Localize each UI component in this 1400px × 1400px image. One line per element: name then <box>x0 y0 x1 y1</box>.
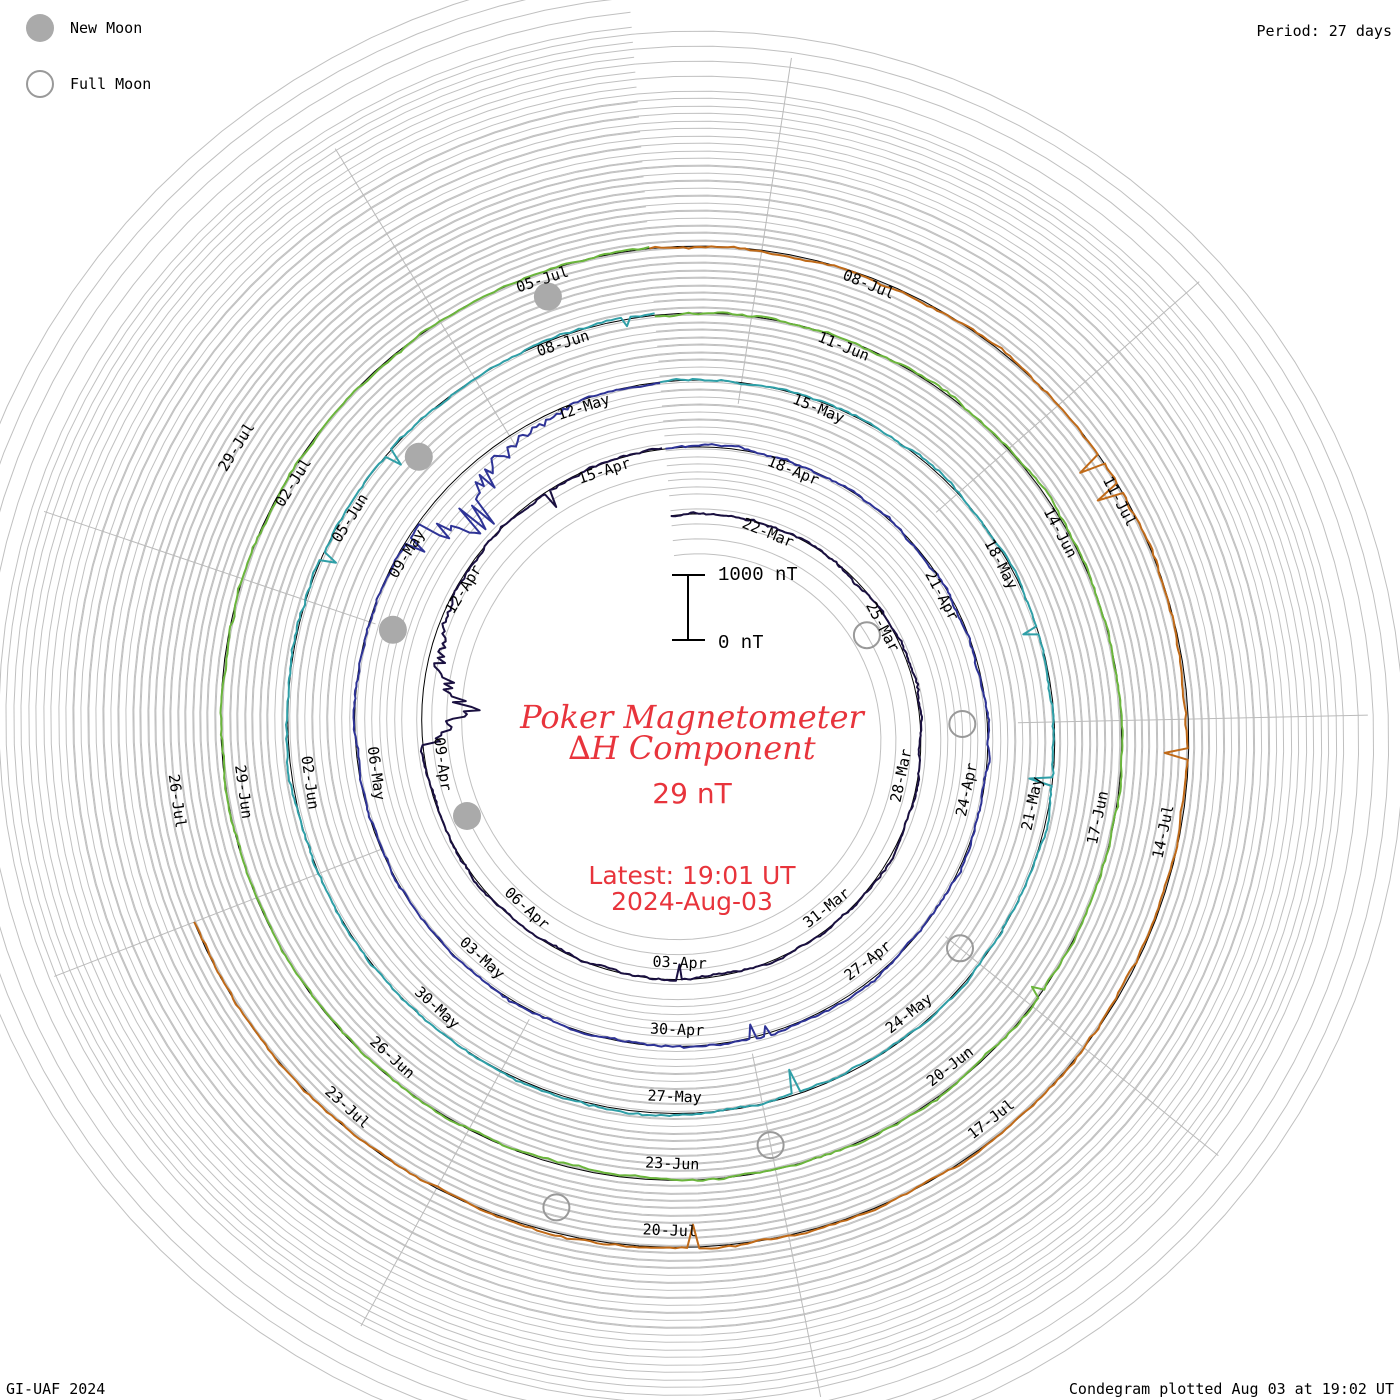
trace-cycle-5 <box>193 245 1189 1250</box>
plotted-label: Condegram plotted Aug 03 at 19:02 UT <box>1068 1380 1394 1398</box>
date-label: 26-Jun <box>366 1033 418 1083</box>
grid-spoke <box>43 510 376 625</box>
date-label: 02-Jun <box>297 755 322 811</box>
date-label: 06-Apr <box>501 883 553 933</box>
trace-cycle-1 <box>419 447 923 982</box>
full-moon-marker <box>946 934 974 963</box>
grid-ring <box>178 206 1165 1223</box>
date-label: 29-Jun <box>231 764 256 820</box>
date-label: 27-May <box>647 1087 702 1107</box>
grid-ring <box>58 86 1285 1343</box>
date-label: 12-Apr <box>441 562 485 617</box>
current-value: 29 nT <box>652 777 732 810</box>
date-label: 09-May <box>385 526 429 581</box>
latest-date: 2024-Aug-03 <box>611 887 773 916</box>
grid-spoke <box>945 936 1219 1157</box>
date-label: 03-May <box>456 933 508 983</box>
date-label: 24-May <box>882 990 936 1037</box>
full-moon-marker <box>756 1131 785 1160</box>
new-moon-icon <box>26 14 54 42</box>
grid-ring <box>118 146 1225 1283</box>
grid-spoke <box>737 57 792 404</box>
date-label: 21-Apr <box>921 567 962 623</box>
grid-ring <box>28 56 1315 1373</box>
date-label: 30-May <box>411 983 463 1033</box>
grid-spoke <box>54 849 381 977</box>
grid-ring <box>0 26 1345 1400</box>
trace-cycle-2 <box>352 382 991 1049</box>
date-label: 23-Jul <box>321 1082 373 1132</box>
grid-ring <box>133 161 1210 1268</box>
full-moon-icon <box>26 70 54 98</box>
grid-ring <box>73 101 1270 1328</box>
date-label: 12-May <box>555 390 612 424</box>
date-label: 17-Jun <box>1083 789 1112 846</box>
date-label: 30-Apr <box>650 1020 705 1040</box>
center-title: Poker Magnetometer ∆H Component 29 nT La… <box>519 698 865 916</box>
scale-top-label: 1000 nT <box>718 564 798 586</box>
grid-ring <box>88 116 1255 1313</box>
new-moon-label: New Moon <box>70 19 143 37</box>
grid-ring <box>103 131 1240 1298</box>
date-label: 09-Apr <box>430 736 455 792</box>
grid-spoke <box>334 148 518 449</box>
full-moon-label: Full Moon <box>70 75 152 93</box>
date-label: 24-Apr <box>952 761 981 818</box>
title-line1: Poker Magnetometer <box>519 698 865 736</box>
trace-cycle-3 <box>285 312 1055 1117</box>
date-label: 25-Mar <box>862 599 903 655</box>
new-moon-marker <box>378 615 407 644</box>
grid-spoke <box>935 281 1200 513</box>
grid-ring <box>13 41 1330 1388</box>
date-label: 03-Apr <box>652 953 707 973</box>
grid-ring <box>193 221 1150 1208</box>
grid-ring <box>163 191 1180 1238</box>
scale-bar: 1000 nT 0 nT <box>672 564 798 654</box>
grid-spoke <box>1017 714 1368 724</box>
date-label: 06-May <box>364 745 389 801</box>
new-moon-marker <box>404 442 433 471</box>
full-moon-marker <box>948 710 977 738</box>
moon-markers <box>378 282 977 1222</box>
trace-cycle-4 <box>219 246 1124 1182</box>
legend-new-moon: New Moon <box>26 12 142 44</box>
date-label: 20-Jun <box>923 1043 977 1090</box>
date-label: 20-Jul <box>642 1220 697 1240</box>
grid-ring <box>43 71 1300 1358</box>
credit-label: GI-UAF 2024 <box>6 1380 106 1398</box>
data-traces <box>193 245 1189 1250</box>
date-label: 23-Jun <box>645 1154 700 1174</box>
grid-ring <box>0 11 1360 1400</box>
date-label: 31-Mar <box>800 884 854 931</box>
scale-bottom-label: 0 nT <box>718 632 764 654</box>
full-moon-marker <box>852 621 881 650</box>
date-label: 21-May <box>1018 775 1047 832</box>
date-label: 27-Apr <box>841 937 895 984</box>
date-label: 14-Jul <box>1149 803 1178 860</box>
title-line2: ∆H Component <box>568 729 815 767</box>
latest-time: Latest: 19:01 UT <box>588 861 796 890</box>
new-moon-marker <box>453 802 481 830</box>
date-label: 28-Mar <box>887 747 916 804</box>
full-moon-marker <box>542 1193 571 1222</box>
date-label: 05-Jun <box>328 490 372 545</box>
date-label: 17-Jul <box>964 1095 1018 1142</box>
grid-spoke <box>751 1053 822 1398</box>
grid-ring <box>148 176 1195 1253</box>
period-label: Period: 27 days <box>1256 22 1392 40</box>
date-label: 26-Jul <box>165 773 190 829</box>
legend-full-moon: Full Moon <box>26 68 151 100</box>
new-moon-marker <box>533 282 562 311</box>
